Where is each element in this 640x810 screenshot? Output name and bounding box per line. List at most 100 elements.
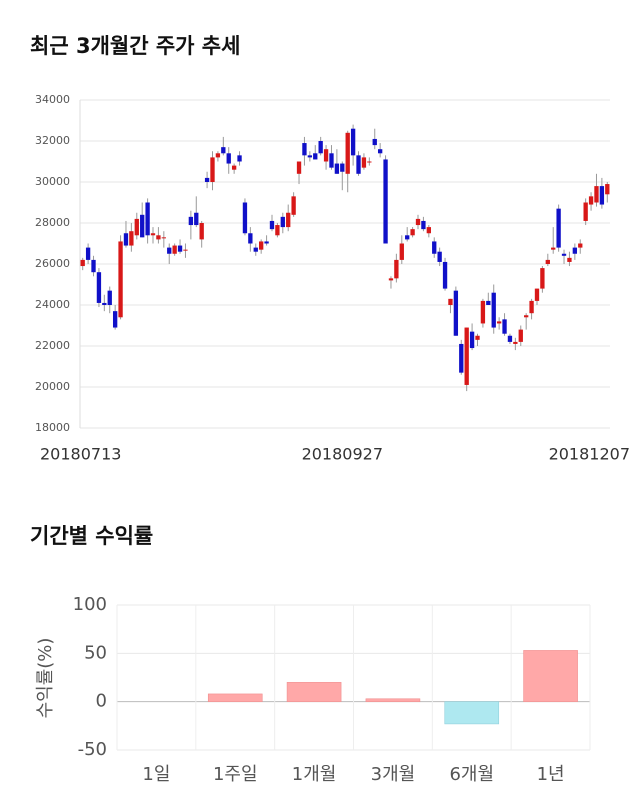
candle-body (215, 153, 221, 158)
candle-body (480, 300, 486, 324)
candle-body (361, 157, 367, 168)
bar (207, 693, 263, 702)
candle-body (226, 153, 231, 164)
candle-body (588, 196, 594, 205)
y-tick-label: 24000 (35, 298, 70, 311)
candle-body (545, 259, 550, 264)
y-tick-label: 28000 (35, 216, 70, 229)
candle-body (102, 302, 107, 305)
candle-body (442, 261, 448, 289)
candle-body (383, 159, 388, 244)
x-tick-label: 1개월 (292, 764, 337, 785)
candle-body (96, 272, 102, 303)
candle-body (534, 288, 540, 301)
candle-body (302, 143, 307, 156)
candle-body (367, 161, 372, 163)
y-tick-label: 0 (96, 691, 107, 712)
candle-body (199, 223, 204, 240)
candle-body (410, 229, 415, 236)
candle-body (540, 268, 545, 289)
candle-body (259, 241, 264, 250)
candle-body (188, 216, 194, 226)
y-tick-label: 100 (73, 594, 107, 615)
candle-body (415, 218, 421, 226)
candle-body (275, 225, 280, 236)
candle-body (291, 196, 296, 215)
candle-body (453, 290, 459, 336)
candle-body (296, 161, 302, 174)
candle-body (150, 233, 156, 236)
x-tick-label: 20180927 (302, 445, 383, 464)
y-tick-label: 32000 (35, 134, 70, 147)
candle-body (161, 237, 166, 239)
bar (444, 701, 500, 725)
candle-body (253, 247, 258, 252)
candle-body (140, 214, 145, 238)
candle-body (204, 177, 210, 182)
candle-body (513, 341, 518, 344)
candle-body (286, 212, 291, 228)
candle-body (129, 231, 134, 246)
candle-body (167, 247, 172, 254)
candle-body (583, 202, 588, 221)
candle-body (469, 331, 475, 349)
candle-body (91, 259, 96, 273)
candle-body (134, 218, 139, 236)
candle-body (578, 243, 583, 248)
candle-body (334, 163, 340, 174)
candle-body (432, 241, 437, 254)
candle-body (426, 227, 431, 234)
y-tick-label: 26000 (35, 257, 70, 270)
candle-body (231, 165, 237, 170)
candle-body (307, 155, 313, 158)
candle-body (459, 343, 464, 373)
chart-title: 최근 3개월간 주가 추세 (30, 34, 240, 58)
candle-body (372, 138, 377, 146)
candle-body (242, 202, 248, 234)
y-tick-label: 30000 (35, 175, 70, 188)
bar (286, 682, 342, 702)
candle-body (172, 245, 177, 254)
candle-body (264, 241, 269, 244)
bar (523, 650, 578, 702)
y-axis-label: 수익률(%) (35, 638, 56, 719)
candle-body (599, 186, 605, 205)
x-tick-label: 6개월 (449, 764, 494, 785)
candle-body (177, 245, 183, 252)
candle-body (496, 321, 502, 324)
candle-body (145, 202, 150, 236)
x-tick-label: 1주일 (213, 764, 258, 785)
candle-body (524, 315, 529, 318)
y-tick-label: 50 (84, 642, 107, 663)
candle-body (313, 153, 318, 160)
y-tick-label: 18000 (35, 421, 70, 434)
candle-body (318, 141, 323, 154)
candle-body (269, 220, 275, 230)
chart-title: 기간별 수익률 (30, 524, 153, 548)
candle-body (237, 155, 242, 162)
candle-body (529, 300, 534, 314)
x-tick-label: 1일 (142, 764, 170, 785)
candle-body (394, 259, 399, 279)
candle-body (80, 259, 85, 267)
candle-body (491, 292, 496, 328)
bar (365, 698, 421, 702)
candle-body (280, 216, 285, 228)
candle-body (502, 319, 507, 334)
candle-body (556, 208, 561, 248)
candle-body (210, 157, 215, 182)
x-tick-label: 3개월 (371, 764, 416, 785)
candle-body (567, 257, 572, 262)
y-tick-label: 22000 (35, 339, 70, 352)
candle-body (356, 155, 361, 174)
candle-body (486, 300, 491, 305)
candle-body (107, 290, 112, 305)
candle-body (518, 329, 523, 342)
candle-body (345, 132, 350, 174)
candle-body (388, 278, 394, 281)
candle-body (572, 247, 578, 254)
candle-body (221, 147, 226, 154)
candle-body (329, 153, 334, 168)
candle-body (421, 220, 426, 230)
